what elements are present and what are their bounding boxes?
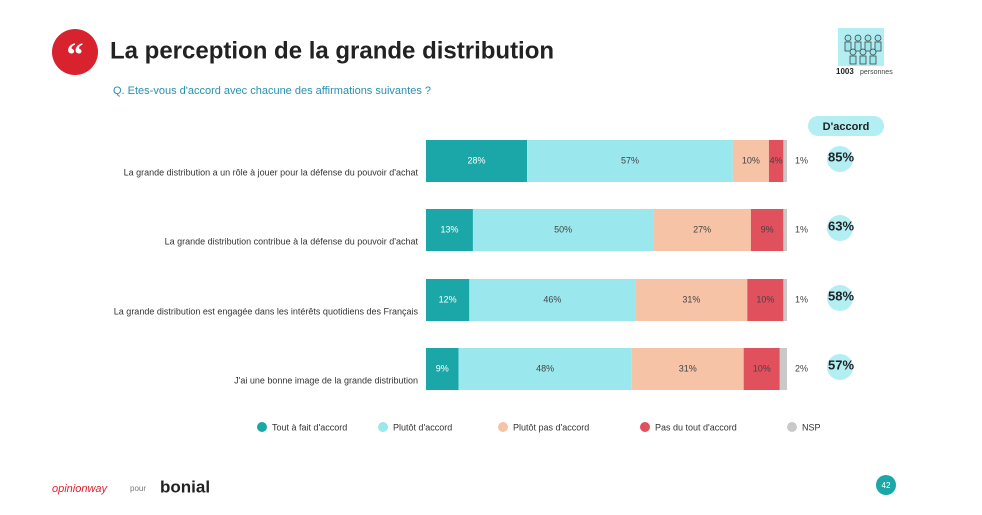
page-badge [876,475,896,495]
people-icon [838,28,884,66]
value-label: 1% [795,294,808,304]
value-label: 28% [468,155,486,165]
sample-count: 1003 [836,67,854,76]
bar-segment [458,348,632,390]
totals-header [808,116,884,136]
quote-icon [52,29,98,75]
brand: opinionway [52,483,109,495]
bar-segment [747,279,784,321]
legend-label: Plutôt pas d'accord [513,422,589,432]
value-label: 27% [693,224,711,234]
total-badge [827,215,853,241]
total-label: 63% [828,218,854,233]
value-label: 10% [753,363,771,373]
legend-swatch [378,422,388,432]
total-label: 85% [828,149,854,164]
bar-segment [426,140,528,182]
value-label: 46% [543,294,561,304]
value-label: 48% [536,363,554,373]
value-label: 9% [761,224,774,234]
value-label: 50% [554,224,572,234]
legend-label: Plutôt d'accord [393,422,452,432]
category-label: La grande distribution a un rôle à jouer… [124,167,419,177]
total-badge [827,285,853,311]
bar-segment [732,140,769,182]
legend-label: Tout à fait d'accord [272,422,347,432]
bar-segment [750,209,784,251]
bar-segment [426,348,459,390]
bar-segment [426,209,473,251]
bar-segment [783,140,787,182]
total-label: 57% [828,357,854,372]
value-label: 4% [770,155,783,165]
legend-label: NSP [802,422,821,432]
value-label: 9% [436,363,449,373]
bar-segment [527,140,733,182]
sample-label: personnes [860,69,893,76]
value-label: 12% [439,294,457,304]
value-label: 31% [679,363,697,373]
bar-segment [472,209,654,251]
bar-segment [469,279,636,321]
bar-segment [426,279,470,321]
value-label: 31% [682,294,700,304]
value-label: 2% [795,363,808,373]
connector: pour [130,484,146,493]
legend-swatch [257,422,267,432]
category-label: La grande distribution est engagée dans … [114,306,419,316]
total-label: 58% [828,288,854,303]
legend-swatch [498,422,508,432]
bar-segment [653,209,751,251]
legend-label: Pas du tout d'accord [655,422,737,432]
chart-title: La perception de la grande distribution [110,37,554,64]
client: bonial [160,477,210,496]
subtitle: Q. Etes-vous d'accord avec chacune des a… [113,85,431,97]
value-label: 1% [795,155,808,165]
value-label: 57% [621,155,639,165]
total-badge [827,354,853,380]
page-number: 42 [882,481,891,490]
chart: La grande distribution a un rôle à jouer… [114,140,854,432]
total-badge [827,146,853,172]
bar-segment [743,348,780,390]
totals-title: D'accord [823,121,870,133]
bar-segment [783,209,787,251]
bar-segment [779,348,787,390]
legend-swatch [640,422,650,432]
bar-segment [635,279,748,321]
bar-segment [783,279,787,321]
value-label: 10% [756,294,774,304]
quote-glyph: “ [67,37,84,74]
legend-swatch [787,422,797,432]
bar-segment [631,348,744,390]
bar-segment [768,140,784,182]
category-label: La grande distribution contribue à la dé… [165,236,419,246]
value-label: 1% [795,224,808,234]
value-label: 13% [440,224,458,234]
value-label: 10% [742,155,760,165]
category-label: J'ai une bonne image de la grande distri… [234,375,418,385]
